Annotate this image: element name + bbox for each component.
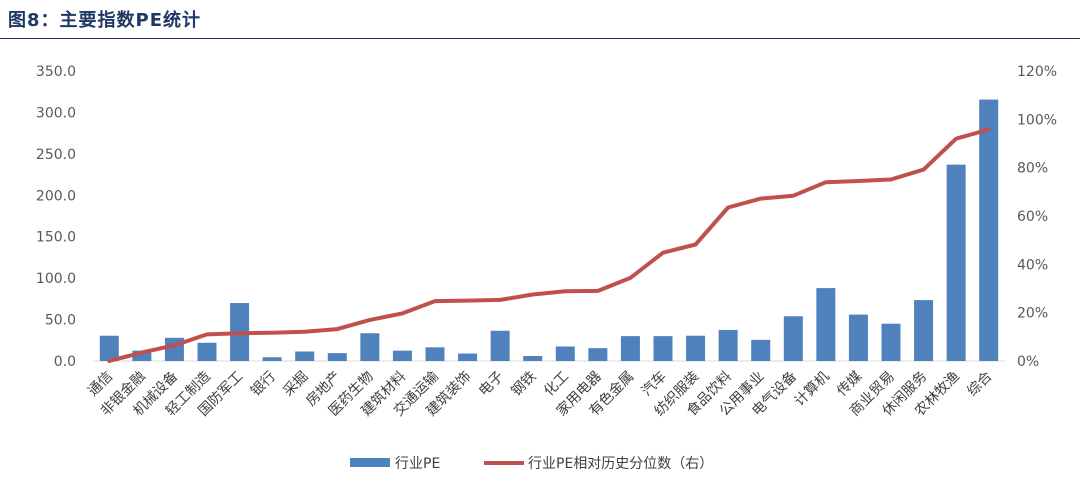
pe-bar	[914, 300, 934, 361]
y-left-tick-label: 0.0	[54, 354, 76, 370]
pe-bars	[99, 99, 999, 361]
figure-title: 图8：主要指数PE统计	[8, 10, 202, 31]
y-left-tick-label: 200.0	[36, 188, 76, 204]
pe-bar	[751, 339, 771, 361]
pe-bar	[946, 164, 966, 361]
pe-bar	[458, 353, 478, 361]
pe-bar	[197, 342, 217, 361]
y-right-tick-label: 20%	[1017, 306, 1048, 322]
y-right-tick-label: 100%	[1017, 112, 1057, 128]
chart-axes: 0.0 50.0 100.0 150.0 200.0 250.0 300.0 350.0 0% 2…	[36, 64, 1057, 370]
y-right-tick-label: 60%	[1017, 209, 1048, 225]
pe-bar	[99, 335, 119, 361]
y-left-tick-label: 100.0	[36, 271, 76, 287]
category-label: 银行	[248, 369, 279, 400]
title-divider	[0, 38, 1080, 39]
pe-bar	[979, 99, 999, 361]
y-right-tick-label: 40%	[1017, 257, 1048, 273]
category-label: 计算机	[792, 369, 833, 410]
y-left-tick-label: 250.0	[36, 147, 76, 163]
pe-bar	[523, 356, 543, 361]
percentile-line	[107, 127, 991, 363]
category-label: 综合	[964, 369, 995, 400]
category-label: 钢铁	[508, 369, 539, 400]
pe-bar	[262, 357, 282, 361]
pe-bar	[327, 353, 347, 361]
pe-bar	[588, 348, 608, 361]
pe-bar	[620, 336, 640, 361]
y-left-tick-label: 350.0	[36, 64, 76, 80]
pe-bar	[686, 335, 706, 361]
legend-bar-swatch	[350, 458, 390, 467]
y-left-tick-label: 300.0	[36, 105, 76, 121]
pe-bar	[718, 329, 738, 361]
pe-bar	[490, 330, 510, 361]
pe-bar	[653, 336, 673, 361]
y-left-tick-label: 150.0	[36, 230, 76, 246]
pe-bar	[816, 288, 836, 361]
y-right-tick-label: 120%	[1017, 64, 1057, 80]
pe-bar	[392, 350, 412, 361]
pe-bar	[881, 323, 901, 361]
y-right-tick-label: 0%	[1017, 354, 1039, 370]
pe-bar	[425, 347, 445, 361]
legend: 行业PE 行业PE相对历史分位数（右）	[350, 456, 713, 472]
percentile-series-line	[107, 127, 991, 363]
pe-bar	[555, 346, 575, 361]
pe-bar	[132, 350, 152, 361]
pe-bar	[783, 316, 803, 361]
pe-bar	[295, 351, 315, 361]
y-left-tick-label: 50.0	[45, 313, 76, 329]
legend-bar-label: 行业PE	[395, 456, 440, 472]
y-right-tick-label: 80%	[1017, 161, 1048, 177]
pe-bar	[848, 314, 868, 361]
pe-bar	[360, 333, 380, 361]
legend-line-label: 行业PE相对历史分位数（右）	[528, 456, 713, 472]
category-label: 电子	[476, 369, 507, 400]
